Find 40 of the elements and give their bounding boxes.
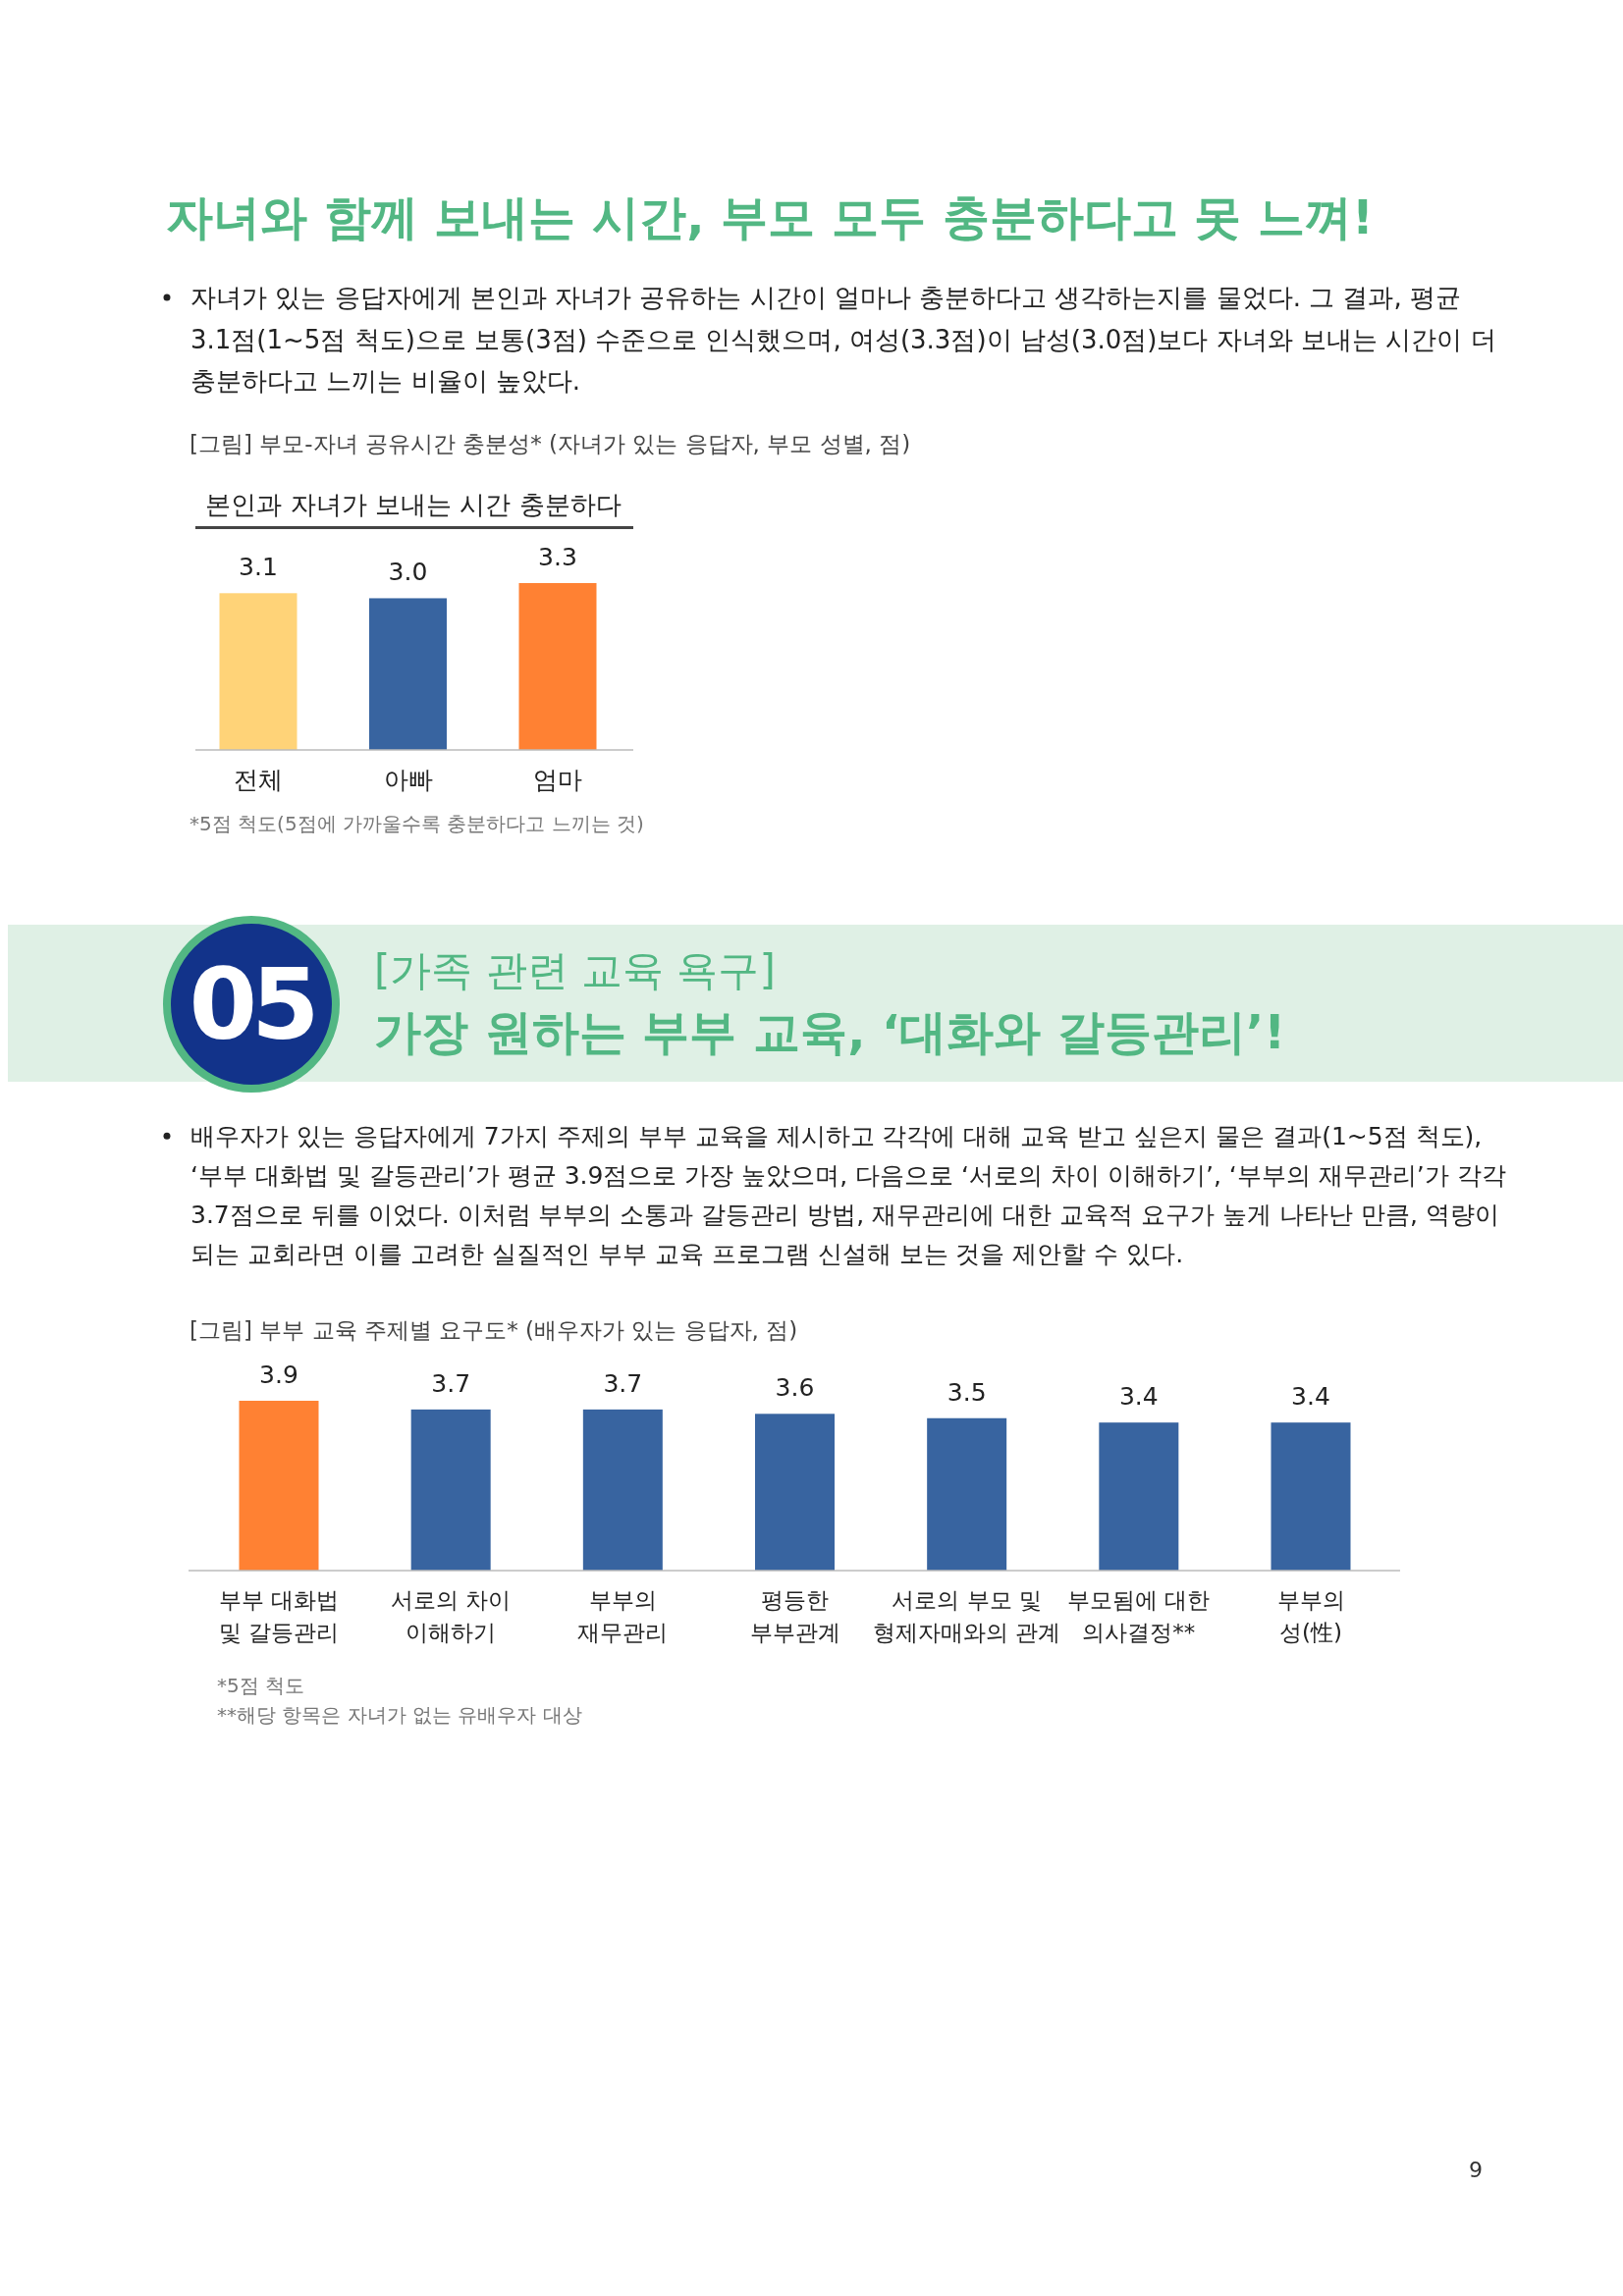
bar	[1271, 1422, 1351, 1571]
text: 9	[1469, 2158, 1483, 2182]
bar	[582, 1409, 663, 1571]
text: [그림] 부모-자녀 공유시간 충분성* (자녀가 있는 응답자, 부모 성별, 점)	[189, 431, 911, 456]
text: 05	[189, 947, 314, 1062]
data-label: 3.4	[1291, 1382, 1330, 1412]
bar	[755, 1414, 835, 1571]
data-label: 3.5	[947, 1377, 987, 1407]
text: **해당 항목은 자녀가 없는 유배우자 대상	[217, 1703, 582, 1727]
chart-subtitle: 본인과 자녀가 보내는 시간 충분하다	[205, 490, 622, 519]
text: [그림] 부부 교육 주제별 요구도* (배우자가 있는 응답자, 점)	[189, 1317, 798, 1343]
chart-title: 가장 원하는 부부 교육, ‘대화와 갈등관리’!	[374, 1004, 1286, 1059]
data-label: 3.0	[388, 558, 428, 587]
bar	[927, 1417, 1007, 1571]
text: 배우자가 있는 응답자에게 7가지 주제의 부부 교육을 제시하고 각각에 대해 교육 받고 싶은지 물은 결과(1~5점 척도), ‘부부 대화법 및 갈등관리’가 평균 3.9점으로 가장 높았으며, 다음으로 ‘서로의 차이 이해하기’, ‘부부의 재무관리’가 각각 3.7점으로 뒤를 이었다. 이처럼 부부의 소통과 갈등관리 방법, 재무관리에 대한 교육적 요구가 높게 나타난 만큼, 역량이 되는 교회라면 이를 고려한 실질적인 부부 교육 프로그램 신설해 보는 것을 제안할 수 있다.	[190, 1122, 1506, 1268]
data-label: 3.7	[431, 1368, 471, 1398]
x-tick-label: 서로의 차이 이해하기	[391, 1587, 512, 1646]
x-tick-label: 아빠	[383, 766, 433, 794]
x-tick-label: 부부의 재무관리	[577, 1587, 669, 1646]
x-tick-label: 서로의 부모 및 형제자매와의 관계	[873, 1587, 1061, 1646]
data-label: 3.7	[603, 1368, 643, 1398]
data-label: 3.4	[1118, 1382, 1159, 1412]
text: *5점 척도	[217, 1674, 305, 1697]
bar	[239, 1401, 319, 1571]
text: 자녀가 있는 응답자에게 본인과 자녀가 공유하는 시간이 얼마나 충분하다고 생각하는지를 물었다. 그 결과, 평균 3.1점(1~5점 척도)으로 보통(3점) 수준으로 인식했으며, 여성(3.3점)이 남성(3.0점)보다 자녀와 보내는 시간이 더 충분하다고 느끼는 비율이 높았다.	[190, 283, 1496, 396]
x-tick-label: 평등한 부부관계	[749, 1587, 840, 1646]
text: *5점 척도(5점에 가까울수록 충분하다고 느끼는 것)	[189, 812, 644, 835]
x-tick-label: 부모됨에 대한 의사결정**	[1067, 1587, 1211, 1646]
x-tick-label: 전체	[234, 766, 283, 794]
data-label: 3.3	[538, 543, 577, 571]
bar	[1099, 1422, 1179, 1571]
x-tick-label: 부부의 성(性)	[1276, 1587, 1345, 1646]
chart-subtitle: [가족 관련 교육 욕구]	[374, 946, 776, 994]
data-label: 3.1	[239, 553, 278, 582]
x-tick-label: 부부 대화법 및 갈등관리	[218, 1587, 340, 1646]
data-label: 3.9	[259, 1361, 298, 1389]
data-label: 3.6	[775, 1373, 815, 1403]
text: 자녀와 함께 보내는 시간, 부모 모두 충분하다고 못 느껴!	[166, 189, 1374, 244]
bar	[410, 1409, 491, 1571]
x-tick-label: 엄마	[533, 766, 582, 794]
